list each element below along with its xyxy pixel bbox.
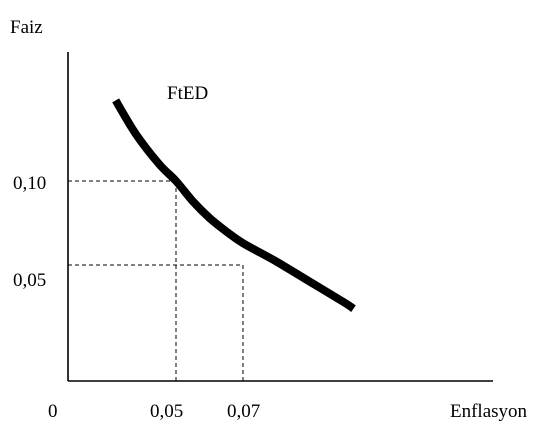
y-axis-label: Faiz: [10, 17, 43, 38]
x-tick-label-0-05: 0,05: [150, 401, 183, 422]
y-tick-label-0-10: 0,10: [13, 173, 46, 194]
x-tick-label-0-07: 0,07: [227, 401, 260, 422]
guide-lines: [68, 180, 244, 381]
x-axis-label: Enflasyon: [450, 401, 528, 422]
origin-label: 0: [48, 401, 58, 422]
curve-label: FtED: [167, 83, 208, 104]
ftED-curve: [112, 98, 356, 312]
y-tick-label-0-05: 0,05: [13, 270, 46, 291]
